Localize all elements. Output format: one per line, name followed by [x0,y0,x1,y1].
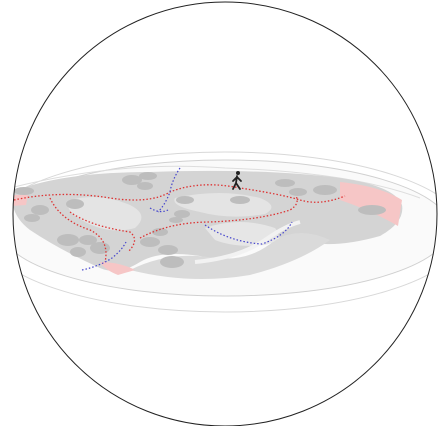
walker-body [232,175,242,190]
blue-path [204,221,293,245]
tree [140,237,160,247]
walker-icon [232,171,242,190]
blue-path [157,167,181,213]
red-path [49,197,107,263]
tree [137,182,153,190]
outer-ring [13,151,437,313]
blue-path [81,241,127,271]
tree [57,234,79,246]
tree [174,210,190,218]
tree [24,214,40,222]
tree [176,196,194,204]
island-lower [130,233,330,279]
tree [70,247,86,257]
tree [31,205,49,215]
lawn [205,222,279,246]
blue-paths [81,167,293,271]
tree [139,172,157,180]
tree [90,242,110,254]
walker-head [236,171,240,175]
red-path [69,211,136,253]
red-path [139,195,298,239]
trees [14,172,386,268]
lens-circle [12,1,438,426]
ring-line [13,165,421,199]
pink-zone [100,262,135,275]
tree [152,228,168,236]
tree [169,217,183,223]
tree [14,187,34,195]
tree [158,245,178,255]
tree [313,185,337,195]
tree [289,188,307,196]
red-paths [13,184,346,263]
tree [122,175,142,185]
park-plan [13,151,437,313]
pink-zone [13,195,28,206]
tree [79,235,97,245]
tree [230,196,250,204]
tree [160,256,184,268]
red-path [13,184,346,203]
tree [358,205,386,215]
lawn [67,196,142,231]
tree [275,179,295,187]
tree [66,199,84,209]
pink-zone [340,182,402,226]
island [13,170,403,271]
